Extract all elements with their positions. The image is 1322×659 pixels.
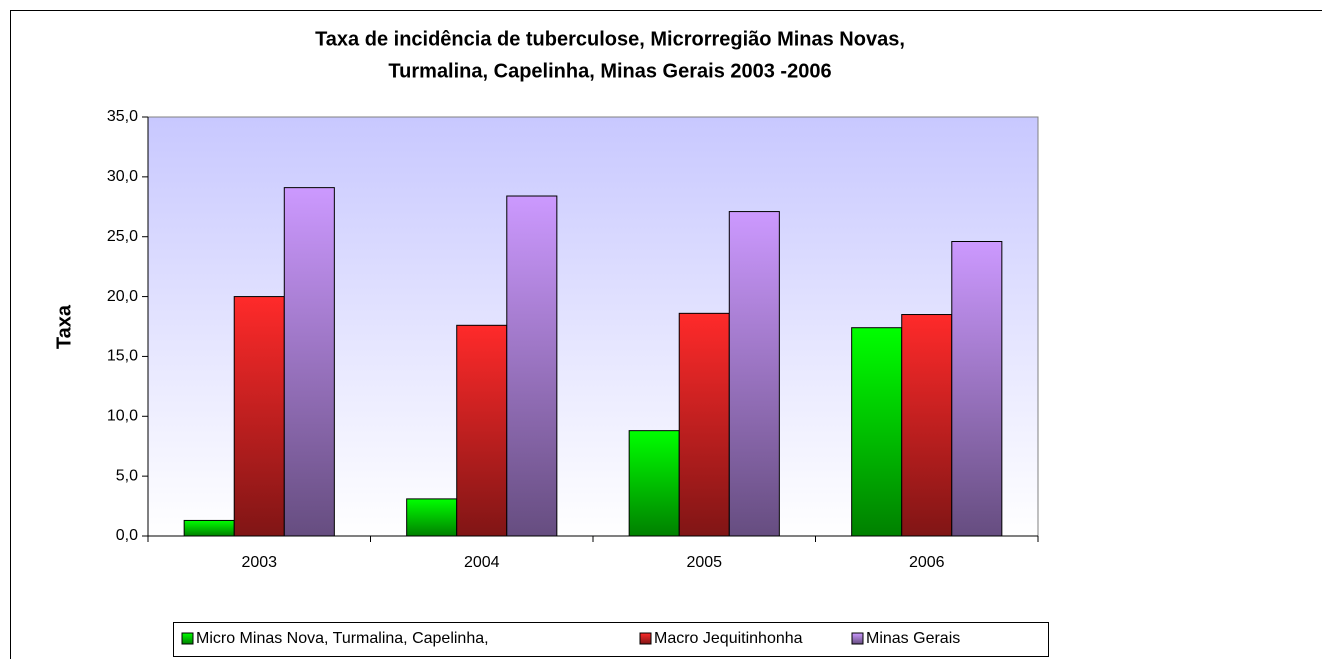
legend xyxy=(173,622,1049,657)
legend-swatch xyxy=(181,632,194,645)
bar xyxy=(406,498,458,537)
y-tick-label: 0,0 xyxy=(116,527,138,544)
y-tick-label: 35,0 xyxy=(107,108,138,125)
y-tick-label: 5,0 xyxy=(116,467,138,484)
x-tick-label: 2003 xyxy=(241,554,277,571)
y-tick-label: 25,0 xyxy=(107,228,138,245)
bar xyxy=(901,314,953,537)
x-tick-label: 2006 xyxy=(909,554,945,571)
y-tick-label: 10,0 xyxy=(107,408,138,425)
y-tick-label: 15,0 xyxy=(107,348,138,365)
bar xyxy=(456,324,508,537)
chart-title: Taxa de incidência de tuberculose, Micro… xyxy=(315,28,905,50)
legend-swatch xyxy=(639,632,652,645)
chart-title: Turmalina, Capelinha, Minas Gerais 2003 … xyxy=(388,60,831,82)
bar xyxy=(728,211,780,537)
bar xyxy=(678,312,730,537)
bar xyxy=(183,519,235,537)
x-tick-label: 2005 xyxy=(686,554,722,571)
bar xyxy=(283,187,335,537)
y-tick-label: 20,0 xyxy=(107,288,138,305)
bar xyxy=(506,195,558,537)
y-axis-label: Taxa xyxy=(53,304,75,349)
legend-label: Minas Gerais xyxy=(866,630,960,647)
legend-swatch xyxy=(851,632,864,645)
legend-label: Macro Jequitinhonha xyxy=(654,630,803,647)
y-tick-label: 30,0 xyxy=(107,168,138,185)
legend-label: Micro Minas Nova, Turmalina, Capelinha, xyxy=(196,630,489,647)
bar xyxy=(628,430,680,537)
bar xyxy=(233,296,285,537)
bar xyxy=(851,327,903,537)
x-tick-label: 2004 xyxy=(464,554,500,571)
bar xyxy=(951,241,1003,537)
